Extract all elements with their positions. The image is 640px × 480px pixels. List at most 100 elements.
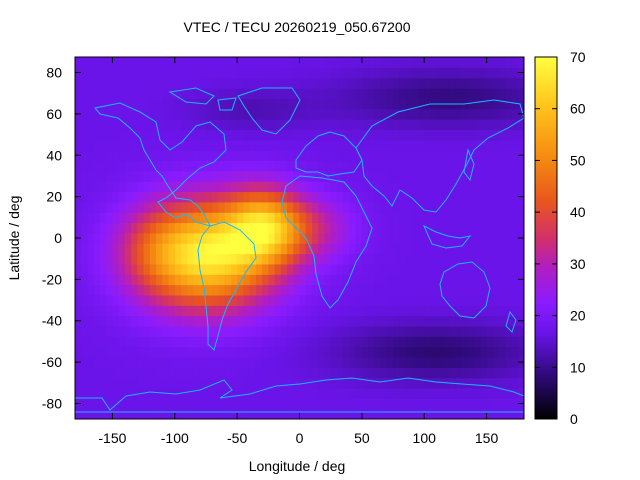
heatmap-cell <box>205 129 213 141</box>
heatmap-cell <box>293 356 301 368</box>
heatmap-cell <box>442 367 450 379</box>
heatmap-cell <box>87 325 95 337</box>
heatmap-cell <box>156 150 163 162</box>
heatmap-cell <box>212 170 220 182</box>
heatmap-cell <box>349 305 357 317</box>
heatmap-cell <box>174 67 182 79</box>
heatmap-cell <box>311 98 319 110</box>
heatmap-cell <box>424 243 432 255</box>
heatmap-cell <box>361 356 369 368</box>
heatmap-cell <box>249 243 257 255</box>
heatmap-cell <box>486 408 494 419</box>
heatmap-cell <box>467 243 475 255</box>
heatmap-cell <box>505 367 513 379</box>
heatmap-cell <box>305 274 313 286</box>
heatmap-cell <box>293 346 301 358</box>
heatmap-cell <box>480 253 488 265</box>
heatmap-cell <box>336 243 344 255</box>
heatmap-cell <box>255 160 263 172</box>
heatmap-cell <box>305 305 313 317</box>
heatmap-cell <box>187 356 195 368</box>
heatmap-cell <box>449 356 457 368</box>
heatmap-cell <box>492 67 500 79</box>
heatmap-cell <box>243 77 251 89</box>
heatmap-cell <box>268 367 276 379</box>
heatmap-cell <box>118 201 126 213</box>
heatmap-cell <box>181 222 188 234</box>
heatmap-cell <box>318 57 326 68</box>
heatmap-cell <box>162 150 170 162</box>
heatmap-cell <box>243 336 251 348</box>
heatmap-cell <box>386 88 394 99</box>
heatmap-cell <box>436 212 444 224</box>
heatmap-cell <box>193 181 201 193</box>
heatmap-cell <box>411 336 419 348</box>
heatmap-cell <box>75 325 82 337</box>
heatmap-cell <box>405 284 413 296</box>
heatmap-cell <box>343 263 350 275</box>
heatmap-cell <box>417 408 425 419</box>
heatmap-cell <box>299 119 307 130</box>
heatmap-cell <box>486 57 494 68</box>
heatmap-cell <box>218 346 226 358</box>
heatmap-cell <box>361 98 369 110</box>
heatmap-cell <box>262 212 269 224</box>
heatmap-cell <box>99 108 107 120</box>
heatmap-cell <box>249 170 257 182</box>
heatmap-cell <box>461 139 469 151</box>
heatmap-cell <box>268 336 276 348</box>
heatmap-cell <box>486 77 494 89</box>
heatmap-cell <box>399 398 407 410</box>
heatmap-cell <box>193 336 201 348</box>
heatmap-cell <box>393 305 400 317</box>
heatmap-cell <box>287 201 294 213</box>
heatmap-cell <box>212 98 220 110</box>
heatmap-cell <box>162 77 170 89</box>
heatmap-cell <box>255 315 263 327</box>
heatmap-cell <box>199 181 207 193</box>
heatmap-cell <box>131 356 138 368</box>
heatmap-cell <box>330 77 338 89</box>
heatmap-cell <box>374 108 382 120</box>
heatmap-cell <box>386 253 394 265</box>
heatmap-cell <box>187 336 195 348</box>
heatmap-cell <box>162 212 170 224</box>
heatmap-cell <box>399 315 407 327</box>
heatmap-cell <box>449 243 457 255</box>
heatmap-cell <box>474 201 481 213</box>
heatmap-cell <box>355 263 363 275</box>
heatmap-cell <box>193 387 201 399</box>
heatmap-cell <box>87 150 95 162</box>
heatmap-cell <box>193 367 201 379</box>
heatmap-cell <box>199 57 207 68</box>
heatmap-cell <box>87 253 95 265</box>
heatmap-cell <box>399 325 407 337</box>
heatmap-cell <box>349 377 357 389</box>
heatmap-cell <box>293 119 301 130</box>
coastline-europe <box>295 131 363 177</box>
heatmap-cell <box>474 150 481 162</box>
heatmap-cell <box>162 377 170 389</box>
coastline-asia <box>355 99 524 213</box>
heatmap-cell <box>87 408 95 419</box>
heatmap-cell <box>287 150 294 162</box>
heatmap-cell <box>237 181 244 193</box>
heatmap-cell <box>305 98 313 110</box>
heatmap-cell <box>137 222 145 234</box>
heatmap-cell <box>474 336 481 348</box>
heatmap-cell <box>249 212 257 224</box>
heatmap-cell <box>181 377 188 389</box>
heatmap-cell <box>106 325 114 337</box>
heatmap-cell <box>517 201 524 213</box>
heatmap-cell <box>417 232 425 244</box>
heatmap-cell <box>436 253 444 265</box>
heatmap-cell <box>467 356 475 368</box>
heatmap-cell <box>112 387 120 399</box>
heatmap-cell <box>199 232 207 244</box>
heatmap-cell <box>168 294 176 306</box>
heatmap-cell <box>149 119 157 130</box>
heatmap-cell <box>174 336 182 348</box>
heatmap-cell <box>517 243 524 255</box>
heatmap-cell <box>368 150 375 162</box>
heatmap-cell <box>424 67 432 79</box>
